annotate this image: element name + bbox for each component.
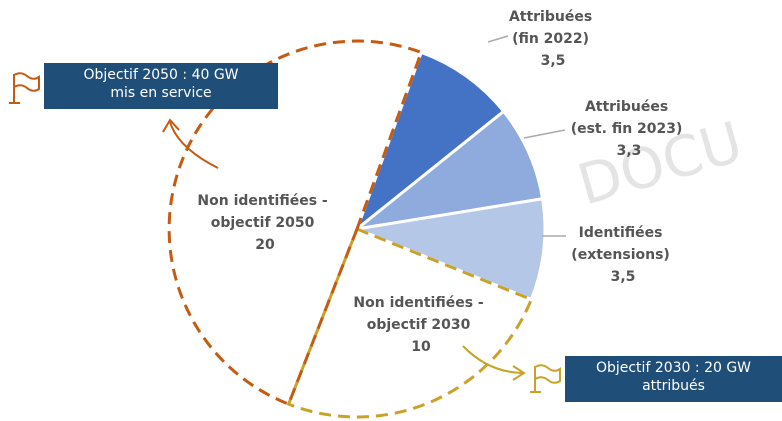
arrow-2050	[169, 121, 219, 169]
target-2050-line1: Objectif 2050 : 40 GW	[83, 67, 239, 83]
flag-icon-2030	[530, 364, 561, 393]
label-attribuees-2023: Attribuées (est. fin 2023) 3,3	[571, 99, 688, 159]
leader-line-attribuees-2023	[523, 129, 566, 139]
label-attribuees-2022: Attribuées (fin 2022) 3,5	[509, 9, 597, 69]
target-2030-line2: attribués	[642, 378, 705, 394]
flag-icon-2050	[9, 72, 40, 104]
arrow-2030	[462, 345, 523, 374]
slice-non-identifiees-2030	[286, 227, 534, 419]
target-2030-box: Objectif 2030 : 20 GW attribués	[565, 356, 782, 402]
label-non-identifiees-2030: Non identifiées - objectif 2030 10	[353, 295, 488, 355]
target-2030-line1: Objectif 2030 : 20 GW	[595, 360, 752, 376]
target-2050-box: Objectif 2050 : 40 GW mis en service	[44, 63, 278, 109]
arrowhead-2050	[162, 118, 180, 133]
target-2050-line2: mis en service	[110, 85, 212, 101]
slice-identifiees	[351, 197, 547, 302]
label-identifiees: Identifiées (extensions) 3,5	[571, 225, 674, 285]
label-non-identifiees-2050: Non identifiées - objectif 2050 20	[197, 193, 332, 253]
slice-non-identifiees-2050	[167, 39, 424, 407]
leader-line-attribuees-2022	[487, 35, 509, 43]
arrowhead-2030	[512, 365, 526, 381]
slice-attribuees-2023	[351, 109, 545, 232]
slice-attribuees-2022	[353, 50, 506, 234]
